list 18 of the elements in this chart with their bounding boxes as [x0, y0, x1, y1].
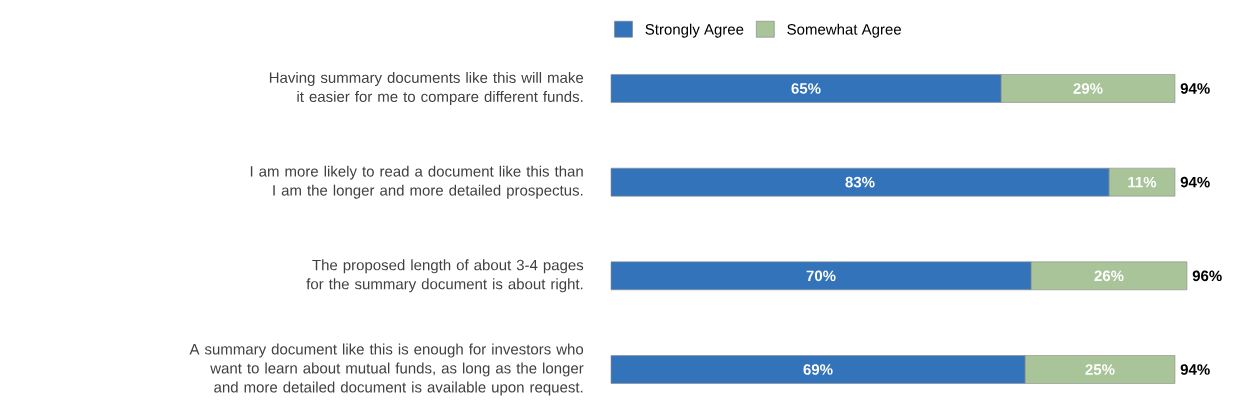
legend-label: Somewhat Agree: [787, 23, 901, 38]
data-label: 83%: [845, 176, 875, 188]
y-tick-label: A summary document like this is enough for investors who want to learn about mutual funds, as long as the longer and more detailed document is available upon request.: [189, 343, 584, 396]
data-label: 69%: [803, 364, 833, 375]
data-label: 25%: [1085, 364, 1115, 375]
legend-label: Strongly Agree: [645, 23, 744, 38]
data-label: 11%: [1128, 176, 1157, 188]
y-tick-label: I am more likely to read a document like this than I am the longer and more detailed prospectus.: [250, 165, 583, 199]
y-tick-label: Having summary documents like this will make it easier for me to compare different funds.: [269, 71, 584, 105]
total-label: 94%: [1180, 364, 1210, 375]
data-label: 29%: [1073, 83, 1103, 94]
total-label: 94%: [1180, 176, 1210, 188]
total-label: 94%: [1180, 83, 1210, 94]
y-tick-label: The proposed length of about 3-4 pages for the summary document is about right.: [306, 259, 584, 293]
data-label: 70%: [806, 270, 836, 282]
total-label: 96%: [1192, 270, 1222, 282]
data-label: 65%: [791, 83, 821, 94]
data-label: 26%: [1094, 270, 1124, 282]
